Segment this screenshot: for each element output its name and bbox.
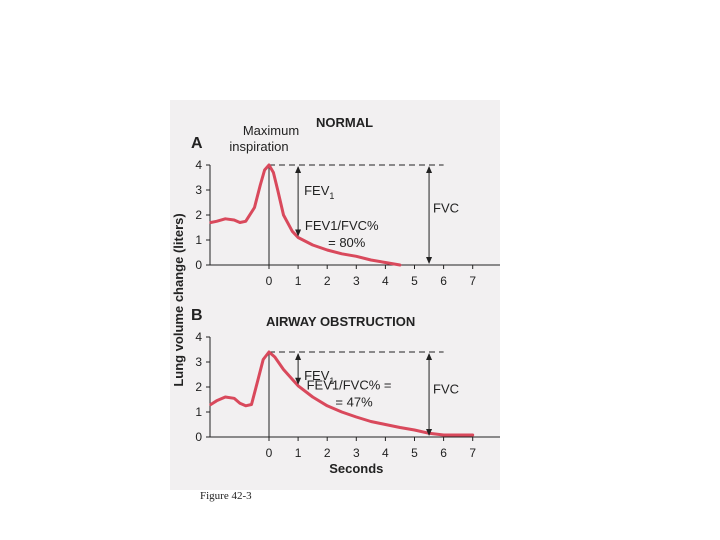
panel-a-y-tick-label: 3 (195, 183, 202, 197)
panel-a-x-tick-label: 7 (469, 274, 476, 288)
panel-a-ratio-line1: FEV1/FVC% (305, 218, 379, 233)
panel-a-fev1-arrow-head-top (295, 166, 302, 173)
panel-a-ratio-line2: = 80% (328, 235, 366, 250)
panel-b-fvc-arrow-head-top (426, 353, 433, 360)
panel-a-x-tick-label: 5 (411, 274, 418, 288)
panel-b-ratio-line1: FEV1/FVC% = (307, 378, 392, 393)
panel-b-ratio-line2: = 47% (335, 395, 373, 410)
panel-b-x-tick-label: 4 (382, 446, 389, 460)
panel-b-fev1-arrow-head-bottom (295, 377, 302, 385)
panel-b-x-tick-label: 5 (411, 446, 418, 460)
panel-a-fev1-label: FEV1 (304, 183, 334, 201)
panel-a-title: NORMAL (316, 115, 373, 130)
panel-b-x-tick-label: 7 (469, 446, 476, 460)
y-axis-label: Lung volume change (liters) (171, 213, 186, 386)
panel-a-x-tick-label: 6 (440, 274, 447, 288)
panel-a-x-tick-label: 3 (353, 274, 360, 288)
panel-b-y-tick-label: 2 (195, 380, 202, 394)
panel-a-y-tick-label: 0 (195, 258, 202, 272)
panel-b-fvc-arrow-head-bottom (426, 429, 433, 436)
panel-b-y-tick-label: 4 (195, 330, 202, 344)
panel-a-y-tick-label: 1 (195, 233, 202, 247)
panel-b-y-tick-label: 0 (195, 430, 202, 444)
panel-a-x-tick-label: 2 (324, 274, 331, 288)
panel-b-fvc-label: FVC (433, 381, 459, 396)
panel-a-fvc-arrow-head-bottom (426, 257, 433, 264)
panel-b-title: AIRWAY OBSTRUCTION (266, 314, 415, 329)
panel-b-x-tick-label: 1 (295, 446, 302, 460)
panel-a-volume-curve (209, 163, 402, 267)
panel-b-y-tick-label: 1 (195, 405, 202, 419)
panel-b-x-tick-label: 2 (324, 446, 331, 460)
panel-a-max-inspiration-line2: inspiration (229, 139, 288, 154)
panel-a-fev1-subscript: 1 (329, 191, 334, 201)
figure-panel: Lung volume change (liters) A NORMAL 0 1 2 3 4 0… (170, 100, 500, 490)
panel-b-y-tick-label: 3 (195, 355, 202, 369)
panel-b-x-tick-label: 0 (266, 446, 273, 460)
panel-a-fvc-label: FVC (433, 201, 459, 216)
panel-b-fev1-label: FEV1 (304, 368, 334, 386)
panel-b-volume-curve (209, 350, 475, 437)
panel-b-x-tick-label: 3 (353, 446, 360, 460)
panel-a-x-tick-label: 1 (295, 274, 302, 288)
panel-a-y-tick-label: 4 (195, 158, 202, 172)
panel-b-fev1-subscript: 1 (329, 376, 334, 386)
panel-a-x-tick-label: 0 (266, 274, 273, 288)
figure-caption: Figure 42-3 (200, 490, 252, 502)
panel-b-letter: B (191, 307, 203, 324)
panel-b-x-axis-label: Seconds (329, 461, 383, 476)
panel-b-fev1-arrow-head-top (295, 353, 302, 360)
panel-b-x-tick-label: 6 (440, 446, 447, 460)
panel-a-max-inspiration-line1: Maximum (243, 123, 299, 138)
panel-a-fvc-arrow-head-top (426, 166, 433, 173)
figure-svg: Lung volume change (liters) A NORMAL 0 1 2 3 4 0… (171, 115, 500, 476)
panel-a-y-tick-label: 2 (195, 208, 202, 222)
panel-a-x-tick-label: 4 (382, 274, 389, 288)
panel-a-fev1-arrow-head-bottom (295, 229, 302, 237)
panel-a-letter: A (191, 135, 203, 152)
